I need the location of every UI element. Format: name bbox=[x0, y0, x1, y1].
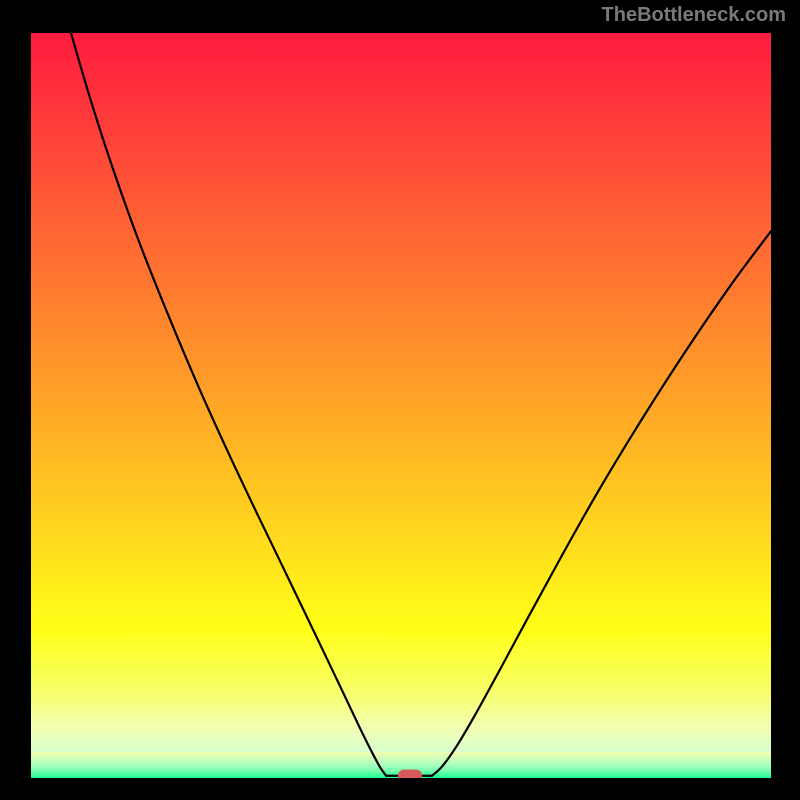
curve-left-branch bbox=[71, 33, 386, 776]
watermark-text: TheBottleneck.com bbox=[602, 4, 786, 27]
bottleneck-marker bbox=[398, 769, 422, 778]
curve-right-branch bbox=[432, 231, 771, 776]
plot-area bbox=[31, 33, 771, 778]
curve-layer bbox=[31, 33, 771, 778]
